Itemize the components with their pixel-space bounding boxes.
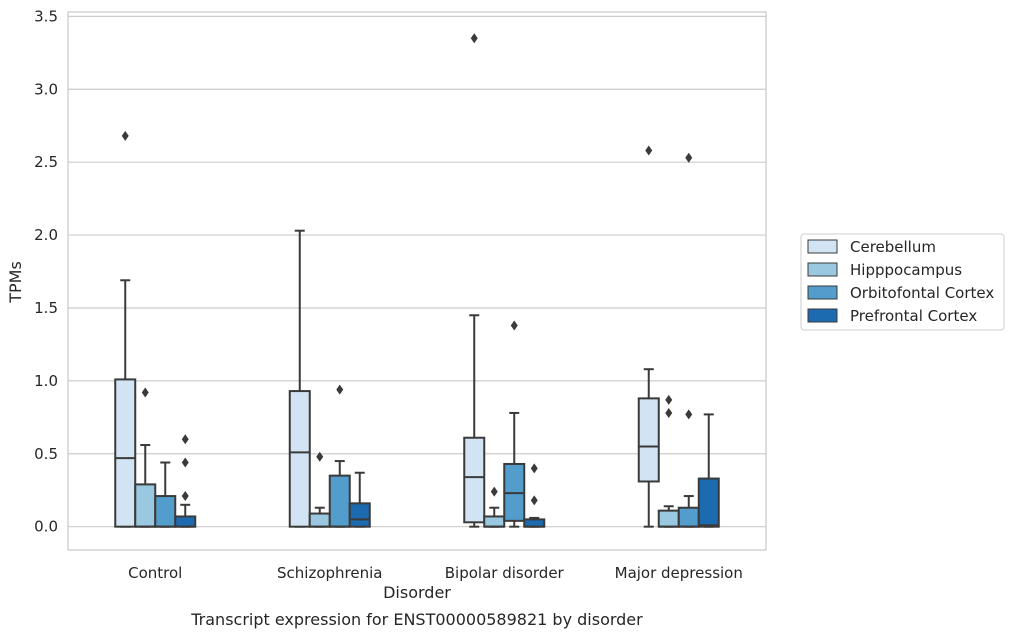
y-tick-label: 1.0 bbox=[34, 372, 58, 390]
outlier-point bbox=[121, 130, 129, 141]
box-body bbox=[483, 515, 506, 528]
box-body bbox=[348, 502, 371, 528]
box-body bbox=[697, 477, 720, 528]
plot-frame bbox=[67, 11, 767, 551]
outlier-point bbox=[470, 33, 478, 44]
y-tick-label: 0.0 bbox=[34, 518, 58, 536]
box-orbitofontal-cortex-0 bbox=[154, 461, 177, 528]
legend-label: Orbitofontal Cortex bbox=[850, 284, 994, 302]
x-tick-label: Schizophrenia bbox=[277, 564, 382, 582]
outlier-point bbox=[141, 387, 149, 398]
outlier-point bbox=[181, 434, 189, 445]
y-tick-label: 0.5 bbox=[34, 445, 58, 463]
legend-swatch bbox=[807, 285, 838, 300]
y-tick-label: 2.0 bbox=[34, 226, 58, 244]
outlier-point bbox=[490, 486, 498, 497]
box-hipppocampus-1 bbox=[308, 451, 331, 528]
box-hipppocampus-3 bbox=[657, 394, 680, 528]
legend-label: Cerebellum bbox=[850, 238, 936, 256]
x-tick-label: Bipolar disorder bbox=[445, 564, 565, 582]
box-body bbox=[523, 518, 546, 528]
x-axis-label: Disorder bbox=[383, 583, 451, 602]
legend-frame bbox=[800, 233, 1005, 331]
box-cerebellum-0 bbox=[114, 130, 137, 528]
y-tick-labels: 0.0 0.5 1.0 1.5 2.0 2.5 3.0 3.5 bbox=[34, 7, 58, 535]
box-orbitofontal-cortex-1 bbox=[328, 384, 351, 528]
legend-swatch bbox=[807, 308, 838, 323]
box-prefrontal-cortex-3 bbox=[697, 413, 720, 528]
chart-caption: Transcript expression for ENST0000058982… bbox=[190, 610, 643, 629]
box-body bbox=[114, 378, 137, 528]
x-tick-labels: Control Schizophrenia Bipolar disorder Majo… bbox=[128, 564, 743, 582]
box-body bbox=[657, 509, 680, 528]
outlier-point bbox=[665, 394, 673, 405]
x-tick-label: Major depression bbox=[615, 564, 743, 582]
outlier-point bbox=[336, 384, 344, 395]
boxes-layer bbox=[114, 33, 720, 528]
box-prefrontal-cortex-1 bbox=[348, 471, 371, 528]
outlier-point bbox=[665, 407, 673, 418]
outlier-point bbox=[530, 463, 538, 474]
legend-swatch bbox=[807, 239, 838, 254]
box-body bbox=[637, 397, 660, 483]
outlier-point bbox=[530, 495, 538, 506]
box-body bbox=[677, 506, 700, 528]
box-hipppocampus-0 bbox=[134, 387, 157, 528]
box-body bbox=[463, 436, 486, 524]
outlier-point bbox=[181, 491, 189, 502]
x-tick-label: Control bbox=[128, 564, 182, 582]
y-tick-label: 1.5 bbox=[34, 299, 58, 317]
box-body bbox=[154, 495, 177, 528]
legend-swatch bbox=[807, 262, 838, 277]
box-orbitofontal-cortex-2 bbox=[503, 320, 526, 528]
box-cerebellum-3 bbox=[637, 145, 660, 528]
outlier-point bbox=[510, 320, 518, 331]
outlier-point bbox=[645, 145, 653, 156]
box-body bbox=[134, 483, 157, 528]
outlier-point bbox=[685, 152, 693, 163]
outlier-point bbox=[685, 409, 693, 420]
box-body bbox=[174, 515, 197, 528]
legend-label: Hipppocampus bbox=[850, 261, 962, 279]
box-prefrontal-cortex-2 bbox=[523, 463, 546, 528]
box-body bbox=[308, 512, 331, 528]
box-body bbox=[328, 474, 351, 528]
box-body bbox=[288, 390, 311, 528]
legend: Cerebellum Hipppocampus Orbitofontal Corte… bbox=[800, 233, 1005, 331]
legend-label: Prefrontal Cortex bbox=[850, 307, 977, 325]
y-axis-label: TPMs bbox=[6, 261, 25, 304]
box-cerebellum-1 bbox=[288, 229, 311, 528]
y-tick-label: 3.5 bbox=[34, 7, 58, 25]
y-tick-label: 3.0 bbox=[34, 80, 58, 98]
grid-lines bbox=[68, 15, 766, 528]
box-prefrontal-cortex-0 bbox=[174, 434, 197, 528]
outlier-point bbox=[181, 457, 189, 468]
y-tick-label: 2.5 bbox=[34, 153, 58, 171]
plot-background bbox=[68, 12, 766, 550]
outlier-point bbox=[316, 451, 324, 462]
box-cerebellum-2 bbox=[463, 33, 486, 528]
